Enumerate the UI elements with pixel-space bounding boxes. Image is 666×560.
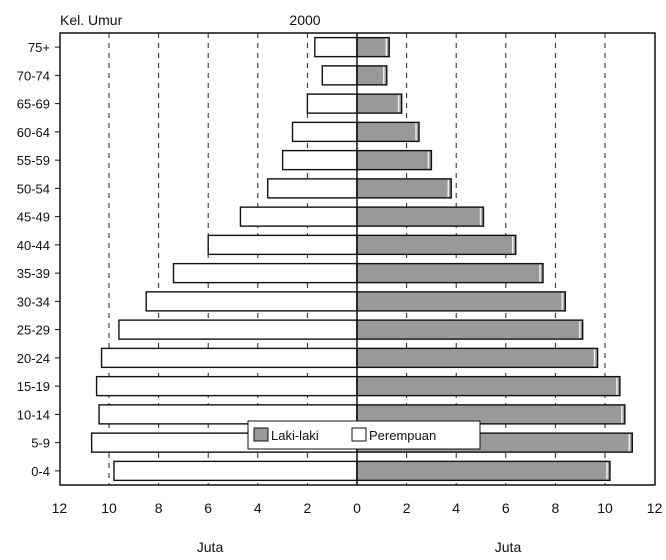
age-label-55-59: 55-59: [17, 153, 50, 168]
bar-perempuan-65-69: [306, 93, 358, 114]
bar-perempuan-15-19: [95, 375, 358, 397]
age-group-labels: 75+ 70-74 65-69 60-64 55-59 50-54 45-49 40-44 35…: [17, 40, 60, 479]
bar-laki-laki-40-44: [356, 234, 517, 256]
chart-title: 2000: [289, 12, 320, 28]
age-label-40-44: 40-44: [17, 238, 50, 253]
x-tick-left-0: 0: [353, 500, 361, 516]
legend: Laki-laki Perempuan: [247, 420, 481, 450]
bar-laki-laki-45-49: [356, 206, 485, 227]
bar-perempuan-0-4: [113, 460, 358, 482]
bar-laki-laki-25-29: [356, 319, 584, 340]
age-label-35-39: 35-39: [17, 266, 50, 281]
x-tick-left-8: 8: [155, 500, 163, 516]
bar-laki-laki-15-19: [356, 375, 621, 397]
age-label-0-4: 0-4: [31, 464, 50, 479]
bar-perempuan-20-24: [100, 347, 358, 369]
age-label-25-29: 25-29: [17, 323, 50, 338]
x-tick-left-2: 2: [304, 500, 312, 516]
x-tick-left-4: 4: [254, 500, 262, 516]
bar-laki-laki-0-4: [356, 460, 611, 482]
age-label-20-24: 20-24: [17, 351, 50, 366]
x-tick-left-12: 12: [52, 500, 68, 516]
bar-laki-laki-55-59: [356, 149, 433, 171]
bar-laki-laki-60-64: [356, 121, 420, 143]
x-tick-labels: 12 10 8 6 4 2 0 2 4 6 8 10 12: [52, 500, 663, 516]
age-label-75: 75+: [28, 40, 50, 55]
age-label-5-9: 5-9: [31, 436, 50, 451]
age-label-15-19: 15-19: [17, 379, 50, 394]
x-tick-left-10: 10: [101, 500, 117, 516]
bar-perempuan-55-59: [281, 149, 358, 171]
x-tick-right-8: 8: [552, 500, 560, 516]
bar-laki-laki-65-69: [356, 93, 403, 114]
legend-label-perempuan: Perempuan: [369, 428, 436, 443]
age-label-60-64: 60-64: [17, 125, 50, 140]
y-axis-title: Kel. Umur: [60, 12, 123, 28]
x-tick-right-10: 10: [597, 500, 613, 516]
age-label-10-14: 10-14: [17, 407, 50, 422]
x-label-left: Juta: [197, 539, 224, 555]
age-label-30-34: 30-34: [17, 294, 50, 309]
bar-perempuan-50-54: [267, 178, 358, 199]
legend-swatch-perempuan: [351, 427, 367, 442]
bar-perempuan-35-39: [172, 262, 358, 284]
legend-swatch-laki-laki: [253, 427, 269, 442]
age-label-70-74: 70-74: [17, 68, 50, 83]
x-label-right: Juta: [495, 539, 522, 555]
bar-perempuan-70-74: [321, 65, 358, 86]
x-tick-right-2: 2: [403, 500, 411, 516]
bar-perempuan-25-29: [118, 319, 358, 340]
bar-laki-laki-70-74: [356, 65, 388, 86]
bar-laki-laki-20-24: [356, 347, 599, 369]
age-label-50-54: 50-54: [17, 181, 50, 196]
bar-laki-laki-50-54: [356, 178, 452, 199]
x-tick-right-12: 12: [647, 500, 663, 516]
bar-perempuan-40-44: [207, 234, 358, 256]
bar-perempuan-30-34: [145, 291, 358, 312]
x-tick-right-6: 6: [502, 500, 510, 516]
bar-laki-laki-75: [356, 36, 390, 58]
age-label-45-49: 45-49: [17, 210, 50, 225]
x-tick-right-4: 4: [452, 500, 460, 516]
bar-laki-laki-30-34: [356, 291, 567, 312]
bar-perempuan-75: [314, 36, 358, 58]
bar-laki-laki-35-39: [356, 262, 544, 284]
bars-group: [90, 36, 633, 482]
bar-perempuan-45-49: [239, 206, 358, 227]
x-tick-left-6: 6: [204, 500, 212, 516]
legend-label-laki-laki: Laki-laki: [271, 428, 319, 443]
age-label-65-69: 65-69: [17, 97, 50, 112]
bar-perempuan-60-64: [291, 121, 358, 143]
